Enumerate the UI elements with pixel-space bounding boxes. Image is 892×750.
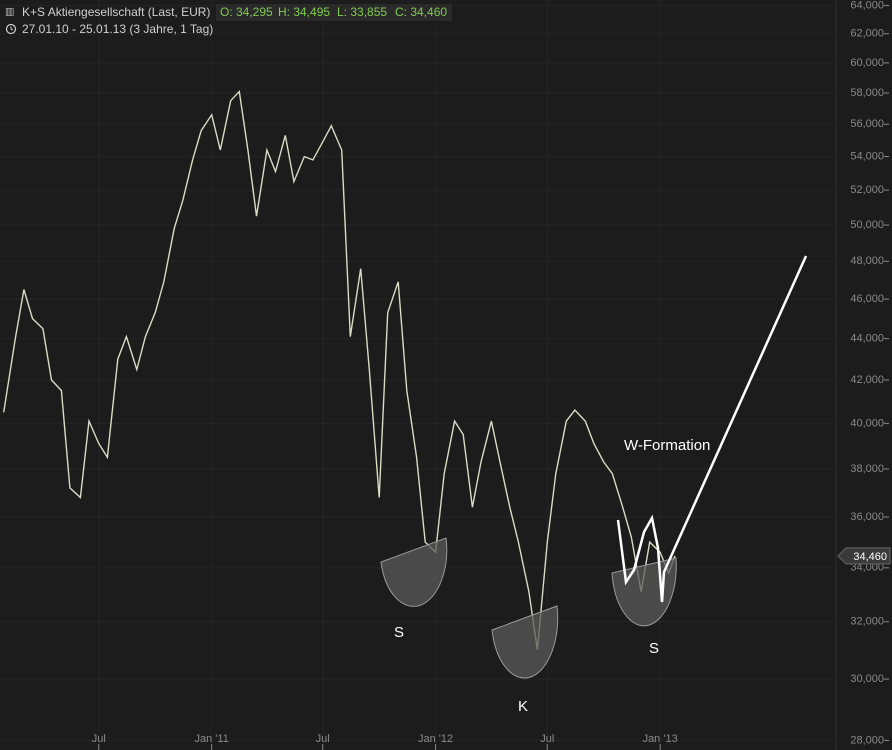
- y-tick-label: 40,000: [850, 417, 884, 429]
- y-tick-label: 32,000: [850, 616, 884, 628]
- ohlc-box: [216, 4, 452, 21]
- y-tick-label: 42,000: [850, 374, 884, 386]
- y-tick-label: 60,000: [850, 57, 884, 69]
- annotation: K: [518, 698, 528, 715]
- y-tick-label: 36,000: [850, 511, 884, 523]
- x-tick-label: Jan '11: [195, 733, 229, 745]
- clock-icon: [5, 23, 17, 35]
- pattern-drawings: [380, 537, 677, 679]
- last-price-tag: [837, 547, 891, 565]
- ohlc-open: O: 34,295: [220, 5, 273, 19]
- price-line: [3, 89, 676, 651]
- y-tick-label: 44,000: [850, 333, 884, 345]
- header: ▥ K+S Aktiengesellschaft (Last, EUR) O: …: [5, 4, 452, 36]
- grid: [0, 0, 835, 750]
- x-tick-label: Jan '13: [643, 733, 678, 745]
- chart-subtitle: 27.01.10 - 25.01.13 (3 Jahre, 1 Tag): [22, 22, 213, 36]
- chart-icon: ▥: [5, 7, 14, 18]
- head-shape: [491, 605, 559, 679]
- ohlc-low: L: 33,855: [337, 5, 387, 19]
- clock-hands: [10, 26, 14, 31]
- y-tick-label: 48,000: [850, 255, 884, 267]
- ohlc-high: H: 34,495: [278, 5, 330, 19]
- y-tick-label: 58,000: [850, 87, 884, 99]
- annotation: S: [649, 640, 659, 657]
- y-tick-label: 30,000: [850, 673, 884, 685]
- chart-title: K+S Aktiengesellschaft (Last, EUR): [22, 5, 210, 19]
- x-tick-label: Jan '12: [418, 733, 453, 745]
- annotation: W-Formation: [624, 437, 710, 454]
- ohlc-close: C: 34,460: [395, 5, 447, 19]
- y-tick-label: 50,000: [850, 219, 884, 231]
- w-formation-line: [616, 255, 808, 603]
- y-tick-label: 52,000: [850, 184, 884, 196]
- y-tick-label: 64,000: [850, 0, 884, 11]
- y-tick-label: 34,000: [850, 562, 884, 574]
- x-tick-label: Jul: [540, 733, 554, 745]
- y-tick-label: 38,000: [850, 463, 884, 475]
- axes: 28,000 30,000 32,000 34,000 36,000 38,000 40,0…: [92, 0, 891, 750]
- shoulder-shape: [380, 537, 448, 607]
- y-tick-label: 56,000: [850, 118, 884, 130]
- annotation: S: [394, 624, 404, 641]
- x-tick-label: Jul: [92, 733, 106, 745]
- last-price-label: 34,460: [853, 551, 887, 563]
- y-tick-label: 28,000: [850, 734, 884, 746]
- y-tick-label: 54,000: [850, 150, 884, 162]
- y-tick-label: 62,000: [850, 28, 884, 40]
- y-tick-label: 46,000: [850, 293, 884, 305]
- plot: [3, 89, 676, 651]
- x-tick-label: Jul: [316, 733, 330, 745]
